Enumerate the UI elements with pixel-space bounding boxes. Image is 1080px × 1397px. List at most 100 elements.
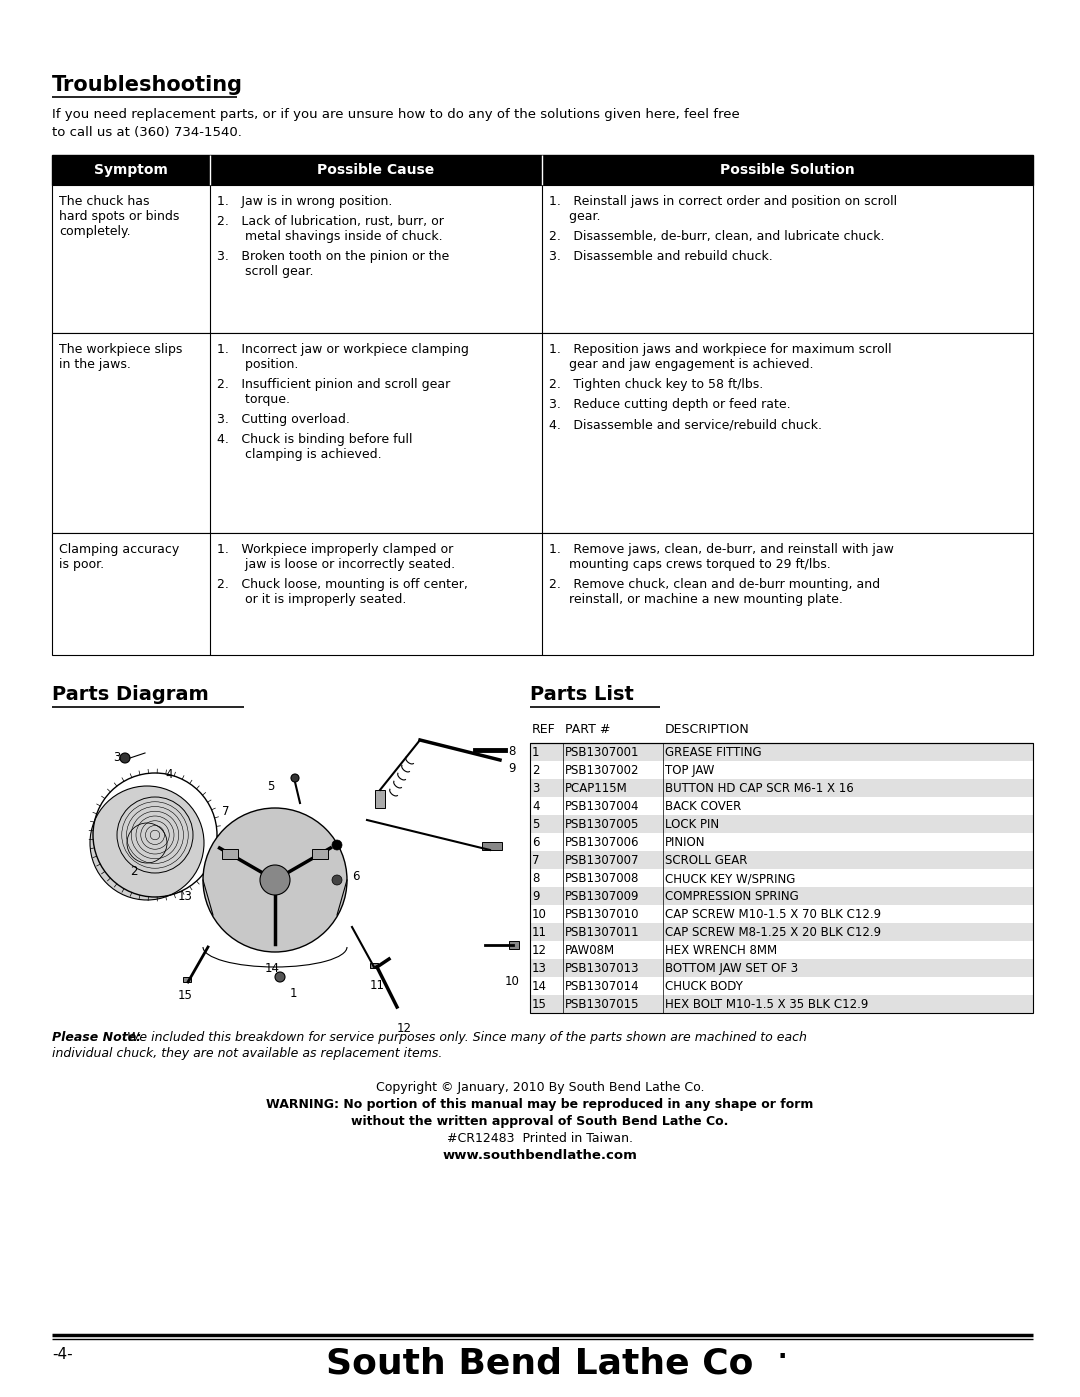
Bar	[530, 743, 1032, 761]
Bar	[530, 761, 1032, 780]
Text: 1. Remove jaws, clean, de-burr, and reinstall with jaw: 1. Remove jaws, clean, de-burr, and rein…	[549, 543, 894, 556]
Text: 11: 11	[370, 979, 384, 992]
Text: mounting caps crews torqued to 29 ft/lbs.: mounting caps crews torqued to 29 ft/lbs…	[549, 557, 831, 571]
Text: CHUCK KEY W/SPRING: CHUCK KEY W/SPRING	[665, 872, 795, 886]
Text: 2: 2	[130, 865, 137, 877]
Text: CHUCK BODY: CHUCK BODY	[665, 981, 743, 993]
Bar	[530, 798, 1032, 814]
Text: 7: 7	[532, 854, 540, 868]
Text: without the written approval of South Bend Lathe Co.: without the written approval of South Be…	[351, 1115, 729, 1127]
Text: The workpiece slips: The workpiece slips	[59, 344, 183, 356]
Text: GREASE FITTING: GREASE FITTING	[665, 746, 761, 759]
Text: gear.: gear.	[549, 210, 600, 224]
Text: 7: 7	[222, 805, 229, 819]
Text: PART #: PART #	[565, 724, 610, 736]
Text: 1: 1	[291, 988, 297, 1000]
Text: 1: 1	[532, 746, 540, 759]
Text: PSB1307002: PSB1307002	[565, 764, 639, 777]
Text: 2. Disassemble, de-burr, clean, and lubricate chuck.: 2. Disassemble, de-burr, clean, and lubr…	[549, 231, 885, 243]
Circle shape	[203, 807, 347, 951]
Text: 14: 14	[265, 963, 280, 975]
Text: 3: 3	[532, 782, 539, 795]
Bar	[222, 849, 238, 859]
Text: 1. Reposition jaws and workpiece for maximum scroll: 1. Reposition jaws and workpiece for max…	[549, 344, 892, 356]
Text: PCAP115M: PCAP115M	[565, 782, 627, 795]
Text: 13: 13	[532, 963, 546, 975]
Bar	[530, 851, 1032, 869]
Text: HEX BOLT M10-1.5 X 35 BLK C12.9: HEX BOLT M10-1.5 X 35 BLK C12.9	[665, 997, 868, 1011]
Bar	[52, 155, 1032, 184]
Text: PSB1307013: PSB1307013	[565, 963, 639, 975]
Text: in the jaws.: in the jaws.	[59, 358, 131, 372]
Bar	[370, 963, 378, 968]
Text: 2. Remove chuck, clean and de-burr mounting, and: 2. Remove chuck, clean and de-burr mount…	[549, 578, 880, 591]
Bar	[530, 958, 1032, 977]
Text: reinstall, or machine a new mounting plate.: reinstall, or machine a new mounting pla…	[549, 592, 842, 606]
Bar	[509, 942, 519, 949]
Text: PSB1307006: PSB1307006	[565, 835, 639, 849]
Text: 14: 14	[532, 981, 546, 993]
Bar	[530, 833, 1032, 851]
Text: PSB1307010: PSB1307010	[565, 908, 639, 921]
Text: hard spots or binds: hard spots or binds	[59, 210, 179, 224]
Text: PAW08M: PAW08M	[565, 944, 616, 957]
Text: position.: position.	[217, 358, 298, 372]
Text: 12: 12	[532, 944, 546, 957]
Bar	[530, 977, 1032, 995]
Text: 1. Reinstall jaws in correct order and position on scroll: 1. Reinstall jaws in correct order and p…	[549, 196, 897, 208]
Text: 3. Broken tooth on the pinion or the: 3. Broken tooth on the pinion or the	[217, 250, 449, 263]
Text: BOTTOM JAW SET OF 3: BOTTOM JAW SET OF 3	[665, 963, 798, 975]
Text: The chuck has: The chuck has	[59, 196, 149, 208]
Text: 2. Lack of lubrication, rust, burr, or: 2. Lack of lubrication, rust, burr, or	[217, 215, 444, 228]
Text: to call us at (360) 734-1540.: to call us at (360) 734-1540.	[52, 126, 242, 138]
Text: PSB1307008: PSB1307008	[565, 872, 639, 886]
Text: -4-: -4-	[52, 1347, 72, 1362]
Text: 9: 9	[532, 890, 540, 902]
Text: PSB1307009: PSB1307009	[565, 890, 639, 902]
Text: PSB1307007: PSB1307007	[565, 854, 639, 868]
Text: South Bend Lathe Co: South Bend Lathe Co	[326, 1347, 754, 1382]
Text: BACK COVER: BACK COVER	[665, 800, 741, 813]
Bar	[530, 923, 1032, 942]
Text: 3. Cutting overload.: 3. Cutting overload.	[217, 414, 350, 426]
Text: 8: 8	[508, 745, 515, 759]
Text: PSB1307015: PSB1307015	[565, 997, 639, 1011]
Text: 10: 10	[532, 908, 546, 921]
Text: is poor.: is poor.	[59, 557, 104, 571]
Text: 2: 2	[532, 764, 540, 777]
Bar	[52, 332, 1032, 534]
Circle shape	[275, 972, 285, 982]
Text: jaw is loose or incorrectly seated.: jaw is loose or incorrectly seated.	[217, 557, 455, 571]
Text: CAP SCREW M8-1.25 X 20 BLK C12.9: CAP SCREW M8-1.25 X 20 BLK C12.9	[665, 926, 881, 939]
Text: PSB1307014: PSB1307014	[565, 981, 639, 993]
Text: metal shavings inside of chuck.: metal shavings inside of chuck.	[217, 231, 443, 243]
Text: Possible Cause: Possible Cause	[318, 163, 434, 177]
Text: 4: 4	[165, 768, 173, 781]
Text: 2. Tighten chuck key to 58 ft/lbs.: 2. Tighten chuck key to 58 ft/lbs.	[549, 379, 764, 391]
Bar	[530, 995, 1032, 1013]
Text: 8: 8	[532, 872, 539, 886]
Text: 3: 3	[113, 752, 120, 764]
Text: 4: 4	[532, 800, 540, 813]
Text: 12: 12	[397, 1023, 411, 1035]
Text: WARNING: No portion of this manual may be reproduced in any shape or form: WARNING: No portion of this manual may b…	[267, 1098, 813, 1111]
Text: We included this breakdown for service purposes only. Since many of the parts sh: We included this breakdown for service p…	[123, 1031, 807, 1044]
Circle shape	[90, 787, 204, 900]
Text: PSB1307004: PSB1307004	[565, 800, 639, 813]
Text: clamping is achieved.: clamping is achieved.	[217, 448, 381, 461]
Text: If you need replacement parts, or if you are unsure how to do any of the solutio: If you need replacement parts, or if you…	[52, 108, 740, 122]
Text: 6: 6	[352, 870, 360, 883]
Text: 10: 10	[505, 975, 519, 988]
Text: LOCK PIN: LOCK PIN	[665, 819, 719, 831]
Text: Symptom: Symptom	[94, 163, 167, 177]
Bar	[482, 842, 502, 849]
Text: 1. Jaw is in wrong position.: 1. Jaw is in wrong position.	[217, 196, 392, 208]
Text: 15: 15	[178, 989, 193, 1002]
Text: PSB1307001: PSB1307001	[565, 746, 639, 759]
Text: Troubleshooting: Troubleshooting	[52, 75, 243, 95]
Text: 13: 13	[178, 890, 193, 902]
Text: individual chuck, they are not available as replacement items.: individual chuck, they are not available…	[52, 1046, 443, 1060]
Text: DESCRIPTION: DESCRIPTION	[665, 724, 750, 736]
Text: 9: 9	[508, 761, 515, 775]
Bar	[530, 887, 1032, 905]
